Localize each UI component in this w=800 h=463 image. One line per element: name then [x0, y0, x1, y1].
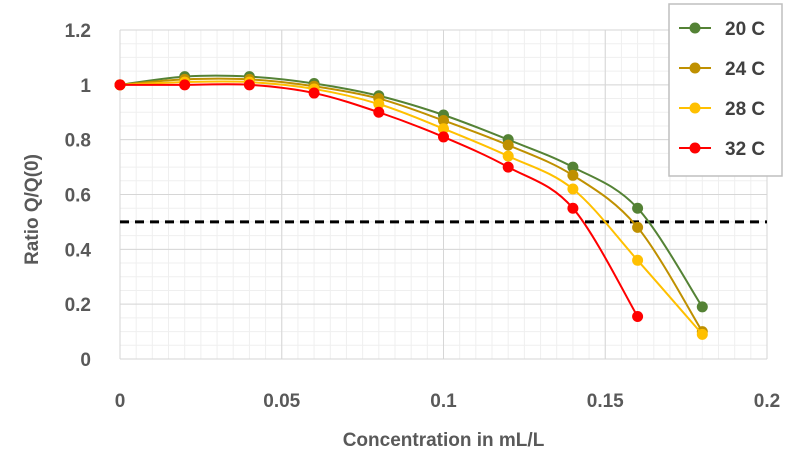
data-point [502, 161, 514, 173]
data-point [567, 161, 579, 173]
data-point [502, 150, 514, 162]
legend-label: 24 C [725, 59, 765, 80]
y-tick-label: 0.6 [65, 186, 91, 207]
legend-label: 20 C [725, 19, 765, 40]
data-point [567, 202, 579, 214]
legend-marker [689, 62, 701, 74]
series-line-0 [119, 74, 704, 308]
y-tick-labels: 0 0.2 0.4 0.6 0.8 1 1.2 [65, 21, 92, 371]
data-point [438, 131, 449, 143]
x-tick-label: 0.2 [754, 391, 780, 412]
data-point [632, 254, 644, 266]
x-axis-title: Concentration in mL/L [343, 430, 545, 451]
series-layer [114, 71, 708, 340]
data-point [502, 139, 514, 151]
x-tick-label: 0 [115, 391, 126, 412]
data-point [438, 123, 449, 135]
y-tick-label: 0.8 [65, 131, 91, 152]
legend-label: 32 C [725, 139, 765, 160]
data-point [632, 202, 644, 214]
series-line-2 [119, 80, 704, 335]
data-point [373, 98, 385, 110]
x-tick-label: 0.15 [587, 391, 624, 412]
legend-marker [689, 102, 701, 114]
y-tick-label: 1 [80, 76, 91, 97]
x-tick-labels: 0 0.05 0.1 0.15 0.2 [115, 391, 781, 412]
x-tick-label: 0.05 [263, 391, 300, 412]
x-tick-label: 0.1 [430, 391, 457, 412]
legend: 20 C 24 C 28 C 32 C [668, 3, 783, 177]
y-tick-label: 1.2 [65, 21, 91, 42]
data-point [567, 183, 579, 195]
data-point [308, 87, 320, 99]
legend-marker [689, 142, 701, 154]
data-point [114, 79, 126, 91]
y-tick-label: 0.2 [65, 295, 91, 316]
data-point [179, 79, 191, 91]
data-point [696, 328, 708, 340]
legend-label: 28 C [725, 99, 765, 120]
data-point [632, 311, 644, 323]
data-point [632, 221, 644, 233]
y-tick-label: 0 [80, 350, 91, 371]
legend-marker [689, 22, 701, 34]
y-axis-title: Ratio Q/Q(0) [22, 154, 43, 265]
series-line-1 [119, 77, 704, 333]
data-point [567, 169, 579, 181]
data-point [696, 301, 708, 313]
data-point [438, 114, 449, 126]
y-tick-label: 0.4 [65, 240, 92, 261]
data-point [373, 106, 385, 118]
data-point [243, 79, 255, 91]
